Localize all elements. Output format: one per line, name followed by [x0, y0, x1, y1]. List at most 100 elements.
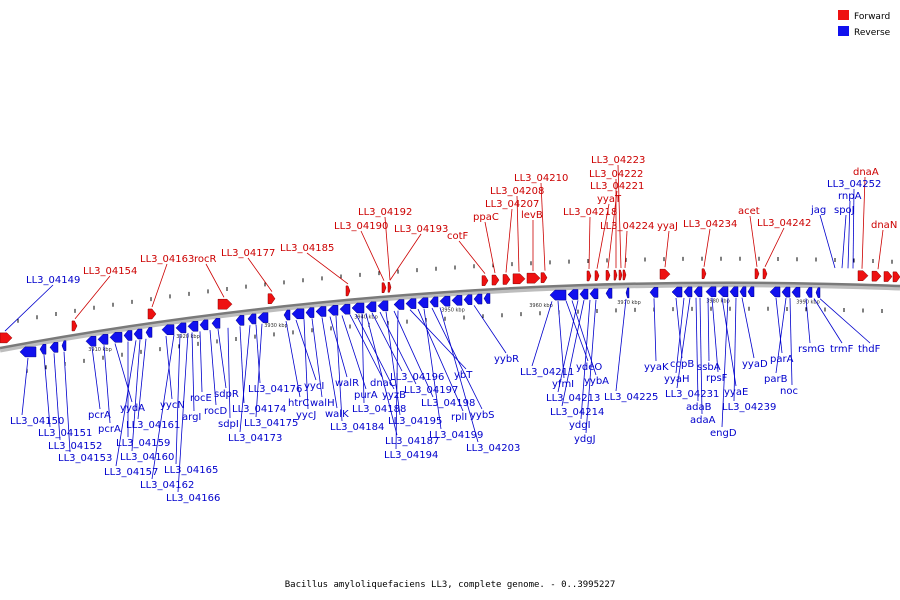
- reverse-gene: [257, 312, 269, 323]
- reverse-gene: [39, 344, 47, 355]
- leader-lines: [4, 164, 884, 493]
- gene-label-reverse: LL3_04165: [164, 465, 218, 476]
- reverse-gene: [605, 288, 613, 299]
- gene-label-forward: rocR: [194, 254, 217, 265]
- reverse-gene: [123, 330, 133, 341]
- leader-line: [624, 230, 628, 268]
- genome-caption: Bacillus amyloliquefaciens LL3, complete…: [285, 580, 616, 590]
- legend-reverse-swatch: [838, 26, 849, 36]
- reverse-gene: [109, 332, 123, 343]
- gene-label-forward: LL3_04218: [563, 207, 617, 218]
- gene-label-reverse: yyaD: [742, 359, 768, 370]
- forward-gene: [892, 271, 900, 283]
- gene-label-reverse: htrC: [288, 398, 309, 409]
- gene-label-reverse: walK: [325, 409, 349, 420]
- leader-line: [321, 317, 338, 409]
- leader-line: [585, 299, 597, 434]
- gene-label-forward: LL3_04221: [590, 181, 644, 192]
- reverse-gene: [377, 300, 389, 312]
- gene-label-reverse: LL3_04211: [520, 367, 574, 378]
- gene-label-forward: yyaT: [597, 194, 622, 205]
- leader-line: [21, 357, 29, 416]
- leader-line: [571, 300, 597, 376]
- leader-line: [565, 300, 589, 362]
- gene-label-forward: LL3_04190: [334, 221, 388, 232]
- leader-line: [43, 355, 51, 428]
- leader-line: [607, 190, 618, 269]
- reverse-gene: [429, 296, 439, 308]
- gene-label-reverse: LL3_04153: [58, 453, 112, 464]
- gene-label-reverse: noc: [780, 386, 798, 397]
- leader-line: [417, 308, 464, 412]
- gene-label-reverse: jag: [810, 205, 826, 216]
- forward-gene: [594, 270, 600, 281]
- leader-line: [703, 228, 711, 267]
- leader-line: [540, 182, 546, 271]
- gene-label-reverse: yydA: [120, 403, 145, 414]
- gene-label-reverse: argI: [182, 412, 201, 423]
- reverse-gene: [791, 286, 801, 298]
- reverse-gene: [747, 286, 755, 298]
- reverse-gene: [463, 294, 473, 305]
- leader-line: [819, 298, 871, 344]
- leader-line: [861, 176, 866, 269]
- gene-label-forward: levB: [521, 210, 543, 221]
- leader-line: [819, 214, 836, 269]
- scale-label: 3960 kbp: [529, 303, 553, 309]
- gene-label-reverse: LL3_04188: [352, 404, 406, 415]
- reverse-gene: [589, 288, 599, 300]
- leader-line: [341, 315, 367, 390]
- gene-label-reverse: walR: [335, 378, 359, 389]
- leader-line: [306, 252, 349, 285]
- forward-gene: [622, 269, 627, 281]
- leader-line: [813, 298, 843, 344]
- leader-line: [131, 339, 141, 452]
- reverse-gene: [579, 288, 589, 300]
- leader-line: [227, 327, 231, 419]
- gene-label-reverse: trmF: [830, 344, 854, 355]
- scale-label: 3930 kbp: [264, 323, 288, 329]
- reverse-gene: [567, 289, 579, 300]
- leader-line: [247, 257, 273, 292]
- leader-line: [209, 330, 217, 406]
- forward-gene: [345, 285, 351, 297]
- gene-label-reverse: LL3_04195: [388, 416, 442, 427]
- gene-label-reverse: LL3_04194: [384, 450, 438, 461]
- gene-label-reverse: LL3_04175: [244, 418, 298, 429]
- forward-gene: [586, 270, 592, 282]
- gene-label-reverse: sdpR: [214, 389, 239, 400]
- gene-label-reverse: LL3_04149: [26, 275, 80, 286]
- leader-line: [617, 164, 622, 269]
- leader-line: [615, 298, 627, 392]
- gene-label-reverse: yycI: [304, 381, 324, 392]
- gene-label-reverse: yycN: [160, 400, 185, 411]
- leader-line: [114, 343, 133, 403]
- gene-label-reverse: walH: [310, 398, 335, 409]
- leader-line: [53, 353, 61, 441]
- leader-line: [395, 310, 399, 450]
- leader-line: [775, 297, 783, 354]
- scale-label: 3970 kbp: [617, 300, 641, 306]
- reverse-gene: [97, 334, 109, 345]
- leader-line: [877, 229, 884, 270]
- reverse-gene: [473, 293, 483, 305]
- leader-line: [379, 311, 417, 385]
- gene-label-reverse: rocD: [204, 406, 228, 417]
- forward-genes: [0, 268, 900, 344]
- leader-line: [103, 345, 111, 424]
- scale-label: 3910 kbp: [88, 347, 112, 353]
- gene-label-reverse: yyaK: [644, 362, 669, 373]
- gene-label-forward: LL3_04234: [683, 219, 737, 230]
- gene-label-forward: dnaN: [871, 220, 897, 231]
- forward-gene: [267, 293, 276, 304]
- leader-line: [191, 332, 195, 412]
- forward-gene: [613, 269, 618, 281]
- reverse-gene: [405, 298, 417, 309]
- leader-line: [557, 301, 565, 379]
- gene-label-reverse: LL3_04166: [166, 493, 220, 504]
- forward-gene: [217, 298, 233, 310]
- forward-gene: [0, 332, 13, 344]
- leader-line: [199, 331, 203, 393]
- leader-line: [239, 325, 251, 433]
- legend: Forward Reverse: [838, 10, 891, 38]
